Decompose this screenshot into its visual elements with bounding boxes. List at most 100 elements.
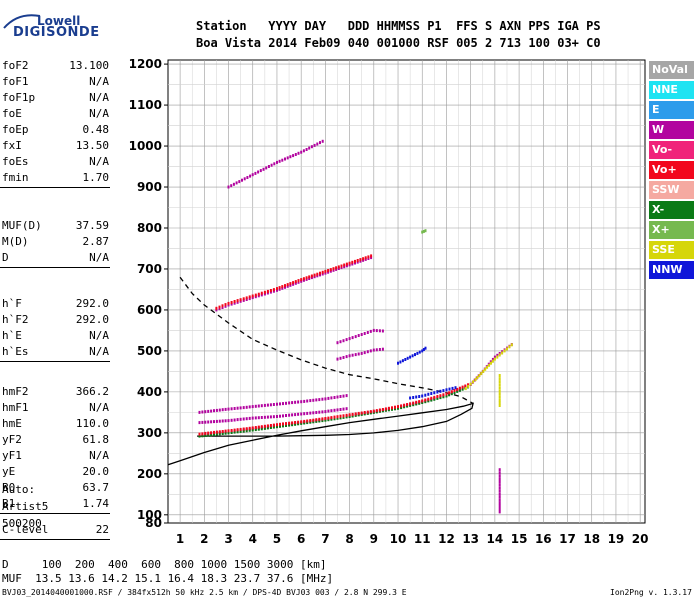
echo-point: [263, 290, 266, 294]
echo-point: [213, 430, 215, 434]
param-name: yF1: [2, 449, 22, 462]
echo-point: [239, 429, 242, 433]
echo-point: [248, 297, 251, 301]
echo-point: [498, 377, 501, 381]
echo-point: [362, 258, 365, 262]
param-value: N/A: [89, 401, 109, 414]
echo-point: [236, 300, 239, 304]
echo-point: [224, 407, 227, 411]
y-tick-label: 1000: [129, 139, 162, 153]
echo-point: [281, 286, 284, 290]
x-tick-label: 18: [583, 532, 600, 546]
echo-point: [272, 289, 275, 293]
echo-point: [201, 410, 204, 414]
echo-point: [491, 359, 494, 363]
echo-point: [403, 405, 406, 409]
echo-point: [239, 298, 242, 302]
echo-point: [230, 302, 233, 306]
echo-point: [351, 353, 354, 357]
echo-point: [342, 394, 345, 398]
echo-point: [345, 338, 348, 342]
echo-point: [291, 413, 294, 417]
echo-point: [294, 153, 297, 156]
echo-point: [433, 397, 436, 401]
echo-point: [384, 407, 387, 411]
echo-point: [260, 427, 263, 431]
legend-item: E: [649, 101, 694, 119]
echo-point: [246, 176, 249, 179]
echo-point: [309, 411, 312, 415]
echo-point: [204, 410, 207, 414]
echo-point: [424, 229, 427, 233]
echo-point: [276, 287, 278, 291]
echo-point: [445, 394, 448, 398]
echo-point: [227, 185, 230, 189]
echo-point: [498, 489, 501, 493]
echo-point: [201, 432, 204, 436]
echo-point: [351, 414, 354, 418]
echo-point: [357, 334, 360, 337]
y-tick-label: 700: [137, 262, 162, 276]
echo-point: [249, 174, 252, 178]
echo-point: [198, 432, 201, 436]
echo-point: [232, 182, 235, 186]
param-row: B1 1.74: [2, 496, 109, 512]
echo-point: [412, 396, 415, 399]
echo-point: [297, 151, 300, 155]
echo-point: [324, 410, 327, 414]
echo-point: [354, 335, 357, 339]
y-tick-label: 80: [145, 516, 162, 530]
echo-point: [262, 167, 265, 171]
echo-point: [278, 159, 281, 163]
echo-point: [327, 269, 330, 272]
echo-point: [313, 275, 316, 279]
echo-point: [378, 348, 381, 351]
param-name: yE: [2, 465, 16, 478]
echo-point: [294, 281, 297, 285]
echo-point: [445, 388, 448, 392]
param-row: hmF2 366.2: [2, 384, 109, 400]
param-value: 20.0: [82, 465, 110, 478]
echo-point: [251, 428, 254, 432]
echo-point: [476, 376, 479, 379]
echo-point: [242, 298, 245, 302]
echo-point: [461, 387, 464, 391]
echo-point: [364, 256, 367, 260]
ionogram-chart: 1 2 3 4 5 6 7 8 9 10 11 12 13 14 15 16 17 18 19 20801002003…: [129, 57, 649, 546]
echo-point: [227, 407, 230, 411]
param-separator: [0, 513, 110, 514]
echo-point: [245, 417, 248, 421]
echo-point: [266, 424, 269, 428]
param-row: B0 63.7: [2, 480, 109, 496]
echo-point: [251, 426, 254, 430]
echo-point: [257, 170, 260, 174]
echo-point: [498, 353, 501, 357]
echo-point: [439, 394, 442, 398]
echo-point: [493, 355, 496, 359]
echo-point: [339, 416, 342, 420]
x-tick-label: 16: [535, 532, 552, 546]
echo-point: [448, 391, 451, 395]
muf-row: MUF 13.5 13.6 14.2 15.1 16.4 18.3 23.7 3…: [2, 572, 334, 585]
echo-point: [506, 347, 508, 351]
echo-point: [302, 278, 305, 282]
echo-point: [309, 419, 312, 423]
echo-point: [294, 413, 297, 417]
param-name: C-level: [2, 523, 49, 536]
echo-point: [381, 329, 384, 333]
x-tick-label: 19: [608, 532, 625, 546]
echo-point: [458, 388, 461, 392]
echo-point: [345, 355, 348, 359]
header-line-values: Boa Vista 2014 Feb09 040 001000 RSF 005 …: [196, 36, 601, 50]
echo-point: [260, 293, 263, 297]
echo-point: [342, 356, 345, 359]
echo-point: [198, 410, 201, 414]
echo-point: [498, 404, 501, 407]
echo-point: [498, 507, 501, 511]
echo-point: [498, 501, 501, 505]
echo-point: [472, 380, 475, 384]
echo-point: [367, 255, 370, 259]
param-name: M(D): [2, 235, 29, 248]
echo-point: [294, 280, 297, 284]
echo-point: [309, 399, 312, 403]
